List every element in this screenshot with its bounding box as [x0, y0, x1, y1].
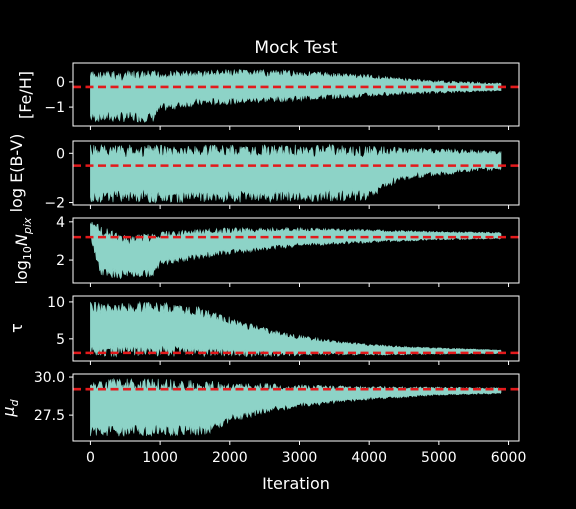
- ytick-label-4-1: 5: [56, 332, 65, 348]
- trace-band-2: [90, 145, 501, 203]
- panel-1: 0 −1 [Fe/H]: [16, 63, 519, 130]
- x-axis-label: Iteration: [262, 474, 330, 493]
- xtick-label-7: 6000: [491, 450, 527, 466]
- xtick-label-5: 4000: [351, 450, 387, 466]
- xtick-label-3: 2000: [212, 450, 248, 466]
- trace-band-4: [90, 302, 501, 356]
- ytick-label-3-2: 4: [56, 215, 65, 231]
- trace-band-1: [90, 69, 501, 122]
- ytick-label-5-1: 27.5: [34, 408, 65, 424]
- xtick-label-6: 5000: [421, 450, 457, 466]
- ytick-label-2-2: −2: [44, 196, 65, 212]
- panels-group: 0 −1 [Fe/H] 0 −2 log E(B-V) 2 4 log10Npix 5 10 τ 27.…: [0, 63, 526, 466]
- panel-2: 0 −2 log E(B-V): [7, 134, 519, 213]
- ytick-label-4-2: 10: [47, 295, 65, 311]
- y-axis-label-5: μd: [0, 398, 21, 417]
- y-axis-label-1: [Fe/H]: [16, 71, 35, 119]
- y-axis-label-3: log10Npix: [12, 217, 34, 284]
- xtick-label-1: 0: [86, 450, 95, 466]
- trace-band-5: [90, 379, 501, 437]
- xtick-label-4: 3000: [282, 450, 318, 466]
- chart-title: Mock Test: [254, 38, 337, 58]
- y-axis-label-4: τ: [7, 323, 26, 333]
- ytick-label-1-2: −1: [44, 100, 65, 116]
- panel-3: 2 4 log10Npix: [12, 215, 519, 287]
- xtick-label-2: 1000: [142, 450, 178, 466]
- ytick-label-1-1: 0: [56, 75, 65, 91]
- trace-band-3: [90, 222, 501, 279]
- panel-5: 27.5 30.0 0 1000 2000 3000 4000 5000 6000 μd: [0, 370, 526, 466]
- ytick-label-2-1: 0: [56, 146, 65, 162]
- y-axis-label-2: log E(B-V): [7, 134, 26, 213]
- panel-4: 5 10 τ: [7, 295, 519, 365]
- ytick-label-3-1: 2: [56, 253, 65, 269]
- ytick-label-5-2: 30.0: [34, 370, 65, 386]
